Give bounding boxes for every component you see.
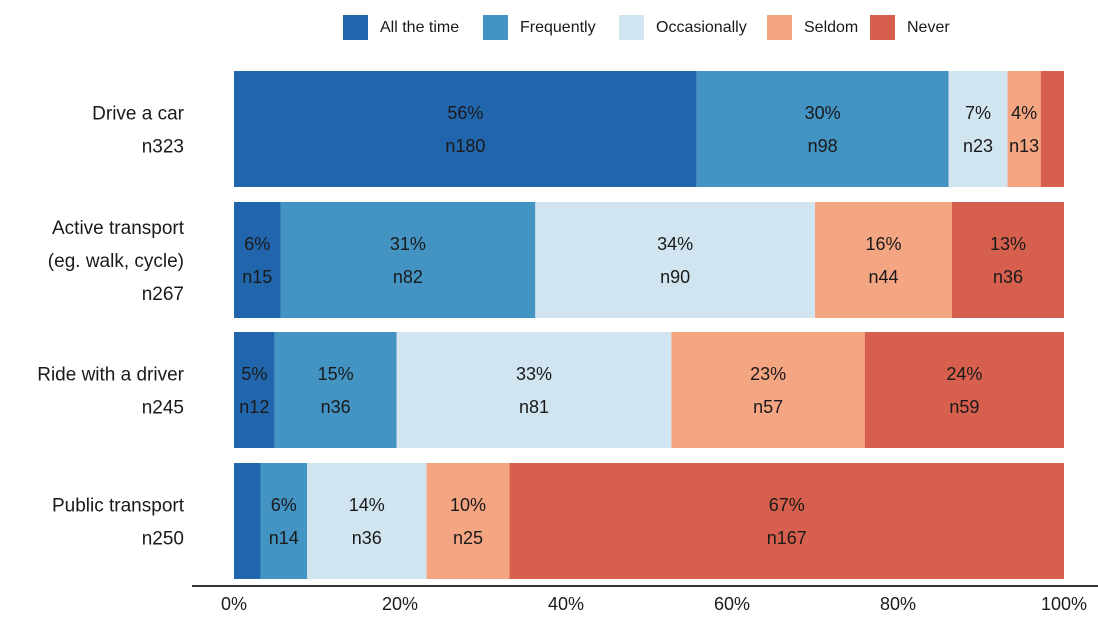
bar-segment bbox=[260, 463, 308, 579]
bar-segment bbox=[280, 202, 536, 318]
bar-segment bbox=[864, 332, 1064, 448]
segment-count-label: n23 bbox=[963, 136, 993, 156]
bar-segment bbox=[234, 332, 275, 448]
segment-percent-label: 6% bbox=[271, 495, 297, 515]
segment-percent-label: 31% bbox=[390, 234, 426, 254]
segment-count-label: n59 bbox=[949, 397, 979, 417]
bar-segment bbox=[948, 71, 1008, 187]
segment-count-label: n36 bbox=[352, 528, 382, 548]
x-tick-label: 0% bbox=[221, 594, 247, 614]
legend-label: Occasionally bbox=[656, 19, 747, 36]
legend-label: Frequently bbox=[520, 19, 596, 36]
legend-swatch bbox=[767, 15, 792, 40]
legend-swatch bbox=[483, 15, 508, 40]
segment-count-label: n44 bbox=[868, 267, 898, 287]
segment-percent-label: 56% bbox=[447, 103, 483, 123]
segment-percent-label: 10% bbox=[450, 495, 486, 515]
segment-count-label: n167 bbox=[767, 528, 807, 548]
segment-count-label: n36 bbox=[321, 397, 351, 417]
bar-segment bbox=[671, 332, 865, 448]
segment-percent-label: 16% bbox=[865, 234, 901, 254]
segment-count-label: n57 bbox=[753, 397, 783, 417]
x-axis: 0% 20% 40% 60% 80% 100% bbox=[192, 585, 1098, 614]
bar-segment bbox=[396, 332, 672, 448]
segment-percent-label: 23% bbox=[750, 364, 786, 384]
category-label: n250 bbox=[142, 529, 184, 550]
segment-count-label: n13 bbox=[1009, 136, 1039, 156]
bar-segment bbox=[1007, 71, 1041, 187]
x-tick-label: 60% bbox=[714, 594, 750, 614]
bar-segment bbox=[234, 71, 697, 187]
x-tick-label: 100% bbox=[1041, 594, 1087, 614]
segment-count-label: n90 bbox=[660, 267, 690, 287]
segment-percent-label: 15% bbox=[318, 364, 354, 384]
category-label: Ride with a driver bbox=[37, 365, 184, 386]
category-label: Drive a car bbox=[92, 104, 185, 125]
category-label: n245 bbox=[142, 398, 184, 419]
legend-swatch bbox=[619, 15, 644, 40]
x-tick-label: 40% bbox=[548, 594, 584, 614]
segment-count-label: n25 bbox=[453, 528, 483, 548]
segment-count-label: n36 bbox=[993, 267, 1023, 287]
category-label: Active transport bbox=[52, 218, 185, 239]
bar-segment bbox=[815, 202, 952, 318]
bar-segment bbox=[509, 463, 1064, 579]
segment-count-label: n180 bbox=[445, 136, 485, 156]
bar-segment bbox=[234, 202, 281, 318]
bar-segment bbox=[426, 463, 510, 579]
segment-percent-label: 13% bbox=[990, 234, 1026, 254]
bars: 56% n180 30% n98 7% n23 4% n13 6% n15 31% n82 34% n90… bbox=[234, 71, 1064, 579]
bar-segment bbox=[696, 71, 949, 187]
legend-label: All the time bbox=[380, 19, 459, 36]
segment-count-label: n15 bbox=[242, 267, 272, 287]
segment-count-label: n14 bbox=[269, 528, 299, 548]
bar-segment bbox=[1040, 71, 1064, 187]
x-tick-label: 80% bbox=[880, 594, 916, 614]
category-labels: Drive a car n323 Active transport (eg. walk… bbox=[37, 104, 185, 550]
legend-swatch bbox=[870, 15, 895, 40]
segment-percent-label: 30% bbox=[805, 103, 841, 123]
segment-count-label: n12 bbox=[239, 397, 269, 417]
segment-count-label: n81 bbox=[519, 397, 549, 417]
bar-segment bbox=[234, 463, 261, 579]
bar-segment bbox=[951, 202, 1064, 318]
x-tick-label: 20% bbox=[382, 594, 418, 614]
segment-percent-label: 34% bbox=[657, 234, 693, 254]
legend-label: Seldom bbox=[804, 19, 858, 36]
segment-percent-label: 33% bbox=[516, 364, 552, 384]
segment-count-label: n82 bbox=[393, 267, 423, 287]
bar-segment bbox=[535, 202, 815, 318]
legend-swatch bbox=[343, 15, 368, 40]
segment-percent-label: 7% bbox=[965, 103, 991, 123]
category-label: n323 bbox=[142, 137, 184, 158]
category-label: (eg. walk, cycle) bbox=[48, 251, 184, 272]
legend: All the time Frequently Occasionally Seldom… bbox=[343, 15, 950, 40]
category-label: n267 bbox=[142, 284, 184, 305]
category-label: Public transport bbox=[52, 496, 185, 517]
segment-percent-label: 67% bbox=[769, 495, 805, 515]
segment-percent-label: 6% bbox=[244, 234, 270, 254]
legend-label: Never bbox=[907, 19, 950, 36]
bar-segment bbox=[307, 463, 427, 579]
segment-count-label: n98 bbox=[808, 136, 838, 156]
segment-percent-label: 14% bbox=[349, 495, 385, 515]
segment-percent-label: 24% bbox=[946, 364, 982, 384]
segment-percent-label: 5% bbox=[241, 364, 267, 384]
segment-percent-label: 4% bbox=[1011, 103, 1037, 123]
bar-segment bbox=[274, 332, 397, 448]
